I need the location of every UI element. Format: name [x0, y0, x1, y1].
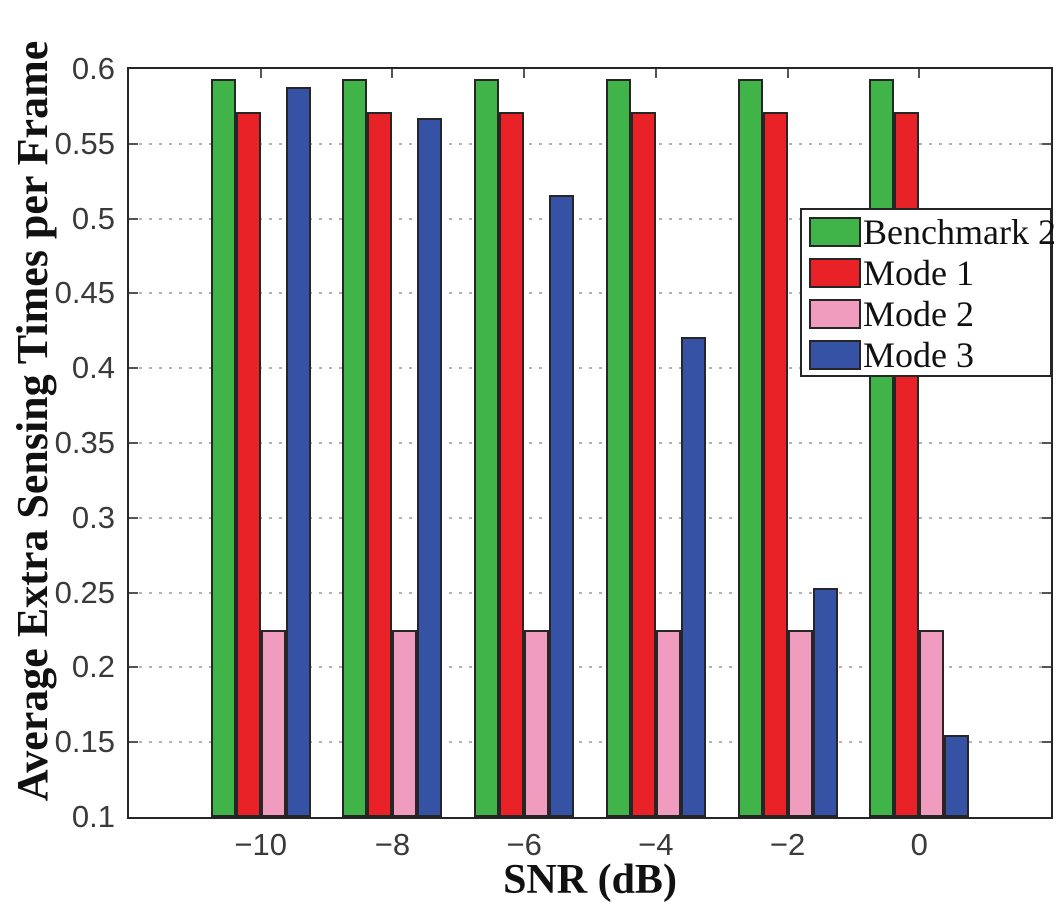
legend-row-mode-3: Mode 3 — [809, 335, 1050, 375]
gridline — [129, 516, 1051, 519]
y-tick-mark-right — [1042, 666, 1051, 669]
legend-label-mode-2: Mode 2 — [863, 294, 974, 334]
bar-mode-3-snr--4 — [680, 336, 706, 817]
y-tick-mark-left — [129, 666, 138, 669]
bar-mode-1-snr--8 — [367, 112, 393, 817]
y-tick-mark-left — [129, 516, 138, 519]
y-tick-mark-right — [1042, 741, 1051, 744]
y-tick-label: 0.25 — [54, 574, 115, 610]
bar-mode-3-snr--2 — [812, 588, 838, 817]
bar-mode-2-snr--4 — [655, 630, 681, 817]
legend-swatch-benchmark-2 — [809, 217, 861, 247]
bar-benchmark-2-snr--2 — [737, 79, 763, 817]
x-tick-mark-top — [918, 69, 921, 78]
y-tick-mark-left — [129, 442, 138, 444]
gridline — [129, 292, 1051, 295]
x-tick-label: −2 — [769, 827, 806, 862]
gridline — [129, 142, 1051, 145]
x-axis-title: SNR (dB) — [503, 857, 677, 903]
y-tick-label: 0.2 — [71, 649, 115, 685]
gridline — [129, 367, 1051, 370]
y-tick-mark-left — [129, 292, 138, 295]
bar-mode-2-snr-0 — [919, 630, 945, 817]
y-tick-label: 0.55 — [54, 125, 115, 161]
bar-mode-3-snr--10 — [285, 86, 311, 817]
legend-swatch-mode-2 — [809, 299, 861, 329]
gridline — [129, 217, 1051, 220]
y-tick-mark-right — [1042, 442, 1051, 444]
x-tick-label: −10 — [234, 827, 287, 862]
y-tick-mark-right — [1042, 516, 1051, 519]
x-tick-mark-top — [523, 69, 526, 78]
bar-mode-2-snr--6 — [524, 630, 550, 817]
y-tick-mark-right — [1042, 591, 1051, 594]
x-tick-mark-top — [391, 69, 394, 78]
legend-label-mode-1: Mode 1 — [863, 253, 974, 293]
x-tick-label: −8 — [374, 827, 411, 862]
legend-label-mode-3: Mode 3 — [863, 335, 974, 375]
bar-mode-3-snr--8 — [417, 118, 443, 817]
bar-mode-2-snr--2 — [787, 630, 813, 817]
y-tick-mark-left — [129, 367, 138, 370]
y-tick-mark-left — [129, 591, 138, 594]
y-tick-label: 0.15 — [54, 724, 115, 760]
gridline — [129, 591, 1051, 594]
y-tick-label: 0.4 — [71, 350, 115, 386]
bar-mode-3-snr--6 — [549, 194, 575, 817]
bar-mode-2-snr--8 — [392, 630, 418, 817]
y-tick-mark-left — [129, 142, 138, 145]
bar-mode-1-snr--2 — [762, 112, 788, 817]
x-tick-mark-top — [654, 69, 657, 78]
legend-row-benchmark-2: Benchmark 2 — [809, 214, 1056, 250]
x-tick-mark-top — [786, 69, 789, 78]
bar-benchmark-2-snr--6 — [474, 79, 500, 817]
bar-benchmark-2-snr--4 — [605, 79, 631, 817]
legend-row-mode-1: Mode 1 — [809, 253, 1050, 293]
plot-area — [127, 67, 1053, 819]
legend-label-benchmark-2: Benchmark 2 — [863, 212, 1056, 252]
bar-mode-3-snr-0 — [944, 734, 970, 817]
legend-swatch-mode-1 — [809, 258, 861, 288]
y-tick-label: 0.35 — [54, 425, 115, 460]
y-tick-label: 0.5 — [71, 200, 115, 236]
legend-row-mode-2: Mode 2 — [809, 294, 1050, 334]
gridline — [129, 666, 1051, 669]
y-tick-mark-left — [129, 741, 138, 744]
bar-benchmark-2-snr--10 — [210, 79, 236, 817]
bar-mode-1-snr--10 — [235, 112, 261, 817]
gridline — [129, 741, 1051, 744]
x-tick-label: −4 — [638, 827, 674, 862]
x-tick-mark-top — [259, 69, 262, 78]
x-tick-label: −6 — [506, 827, 542, 862]
bar-benchmark-2-snr-0 — [869, 79, 895, 817]
y-tick-label: 0.1 — [71, 799, 115, 834]
x-tick-label: 0 — [910, 827, 928, 862]
legend-swatch-mode-3 — [809, 340, 861, 370]
y-tick-mark-left — [129, 217, 138, 220]
legend: Benchmark 2 Mode 1 Mode 2 Mode 3 — [800, 208, 1056, 377]
bar-mode-1-snr--6 — [499, 112, 525, 817]
y-tick-label: 0.45 — [54, 275, 115, 311]
y-tick-mark-right — [1042, 142, 1051, 145]
y-tick-label: 0.6 — [71, 51, 115, 86]
gridline — [129, 442, 1051, 444]
bar-mode-1-snr--4 — [630, 112, 656, 817]
bar-benchmark-2-snr--8 — [342, 79, 368, 817]
y-tick-label: 0.3 — [71, 499, 115, 535]
bar-mode-2-snr--10 — [260, 630, 286, 817]
